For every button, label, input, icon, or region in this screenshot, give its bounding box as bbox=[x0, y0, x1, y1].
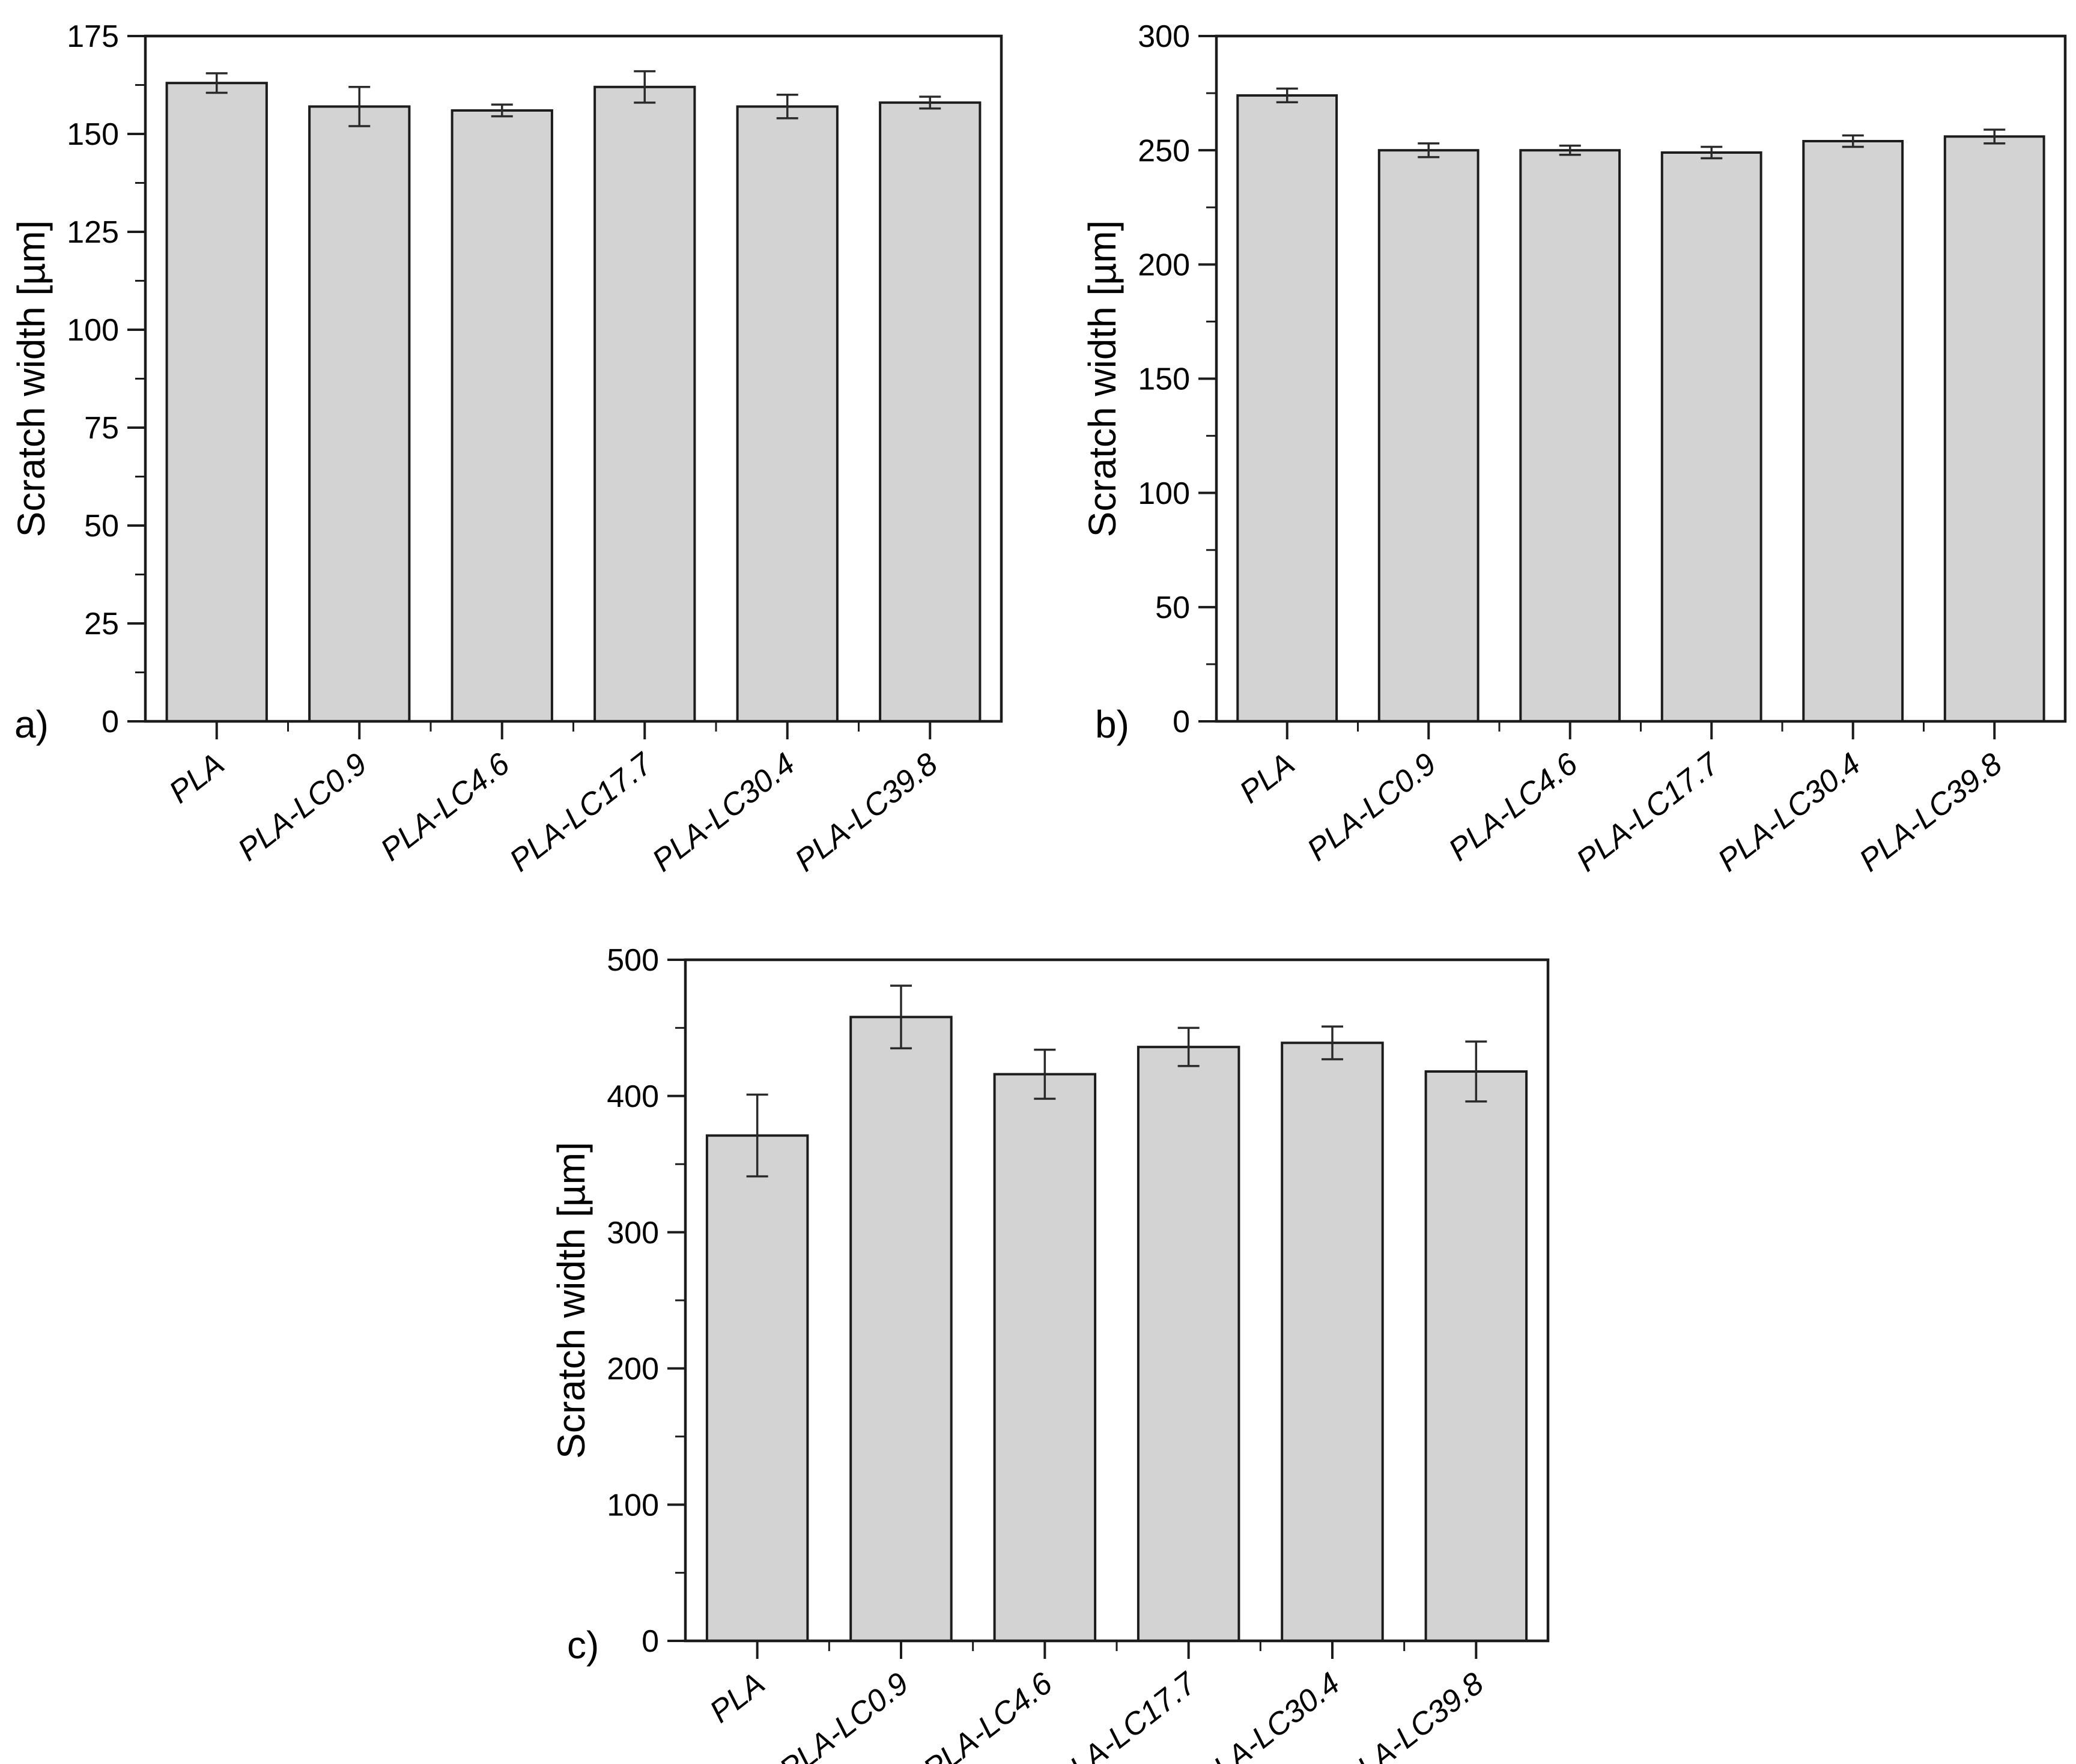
bar-PLA-LC0.9 bbox=[1377, 149, 1480, 723]
x-tick-label: PLA-LC0.9 bbox=[231, 747, 373, 868]
x-tick-label: PLA bbox=[703, 1666, 771, 1730]
y-tick-label: 100 bbox=[1138, 476, 1190, 511]
y-tick-label: 200 bbox=[607, 1352, 659, 1387]
y-tick-label: 150 bbox=[1138, 362, 1190, 397]
axis-frame bbox=[684, 958, 1550, 1643]
y-tick-label: 500 bbox=[607, 943, 659, 978]
chart-panel-a: 0 25 50 75 100 125 150 175 PLA PLA-LC0.9 PLA-LC4.6… bbox=[0, 0, 1038, 883]
error-bar-PLA-LC30.4 bbox=[1842, 134, 1864, 148]
y-axis-label: Scratch width [µm] bbox=[550, 1142, 593, 1459]
error-bar-PLA-LC0.9 bbox=[890, 984, 912, 1050]
bar-PLA-LC17.7 bbox=[1137, 1046, 1240, 1642]
y-tick-label: 50 bbox=[84, 509, 119, 544]
error-bar-PLA-LC39.8 bbox=[1465, 1040, 1487, 1103]
x-tick-label: PLA-LC30.4 bbox=[1711, 747, 1867, 879]
bar-PLA-LC30.4 bbox=[1281, 1041, 1384, 1642]
x-tick-label: PLA bbox=[1233, 747, 1301, 810]
error-bar-PLA-LC30.4 bbox=[1322, 1025, 1343, 1061]
bar-PLA-LC17.7 bbox=[593, 85, 696, 723]
x-tick-label: PLA-LC17.7 bbox=[503, 745, 660, 878]
error-bar-PLA-LC4.6 bbox=[1559, 144, 1581, 156]
error-bar-PLA bbox=[746, 1093, 768, 1178]
y-tick-label: 400 bbox=[607, 1079, 659, 1114]
y-tick-label: 100 bbox=[67, 313, 119, 348]
bar-PLA-LC39.8 bbox=[1424, 1070, 1528, 1642]
y-tick-label: 0 bbox=[1173, 705, 1190, 739]
y-tick-label: 250 bbox=[1138, 133, 1190, 168]
x-tick-label: PLA-LC0.9 bbox=[773, 1666, 915, 1764]
error-bar-PLA-LC4.6 bbox=[491, 103, 513, 118]
y-tick-label: 200 bbox=[1138, 248, 1190, 283]
y-tick-label: 300 bbox=[1138, 19, 1190, 54]
x-tick-label: PLA-LC17.7 bbox=[1570, 745, 1727, 878]
y-tick-label: 50 bbox=[1155, 590, 1190, 625]
x-tick-label: PLA-LC39.8 bbox=[1335, 1666, 1490, 1764]
bar-PLA-LC39.8 bbox=[879, 101, 982, 723]
x-tick-label: PLA-LC39.8 bbox=[789, 747, 944, 879]
error-bar-PLA-LC30.4 bbox=[776, 94, 798, 120]
x-tick-label: PLA-LC4.6 bbox=[374, 747, 516, 868]
axis-frame bbox=[144, 34, 1003, 723]
chart-panel-c: 0 100 200 300 400 500 PLA PLA-LC0.9 PLA-LC4.6 PLA… bbox=[519, 889, 1557, 1764]
bar-chart-a: 0 25 50 75 100 125 150 175 PLA PLA-LC0.9 PLA-LC4.6… bbox=[10, 19, 1003, 879]
x-tick-label: PLA-LC17.7 bbox=[1047, 1665, 1204, 1764]
y-axis-label: Scratch width [µm] bbox=[10, 220, 53, 538]
bar-PLA-LC39.8 bbox=[1943, 135, 2045, 723]
bar-PLA bbox=[1236, 94, 1338, 723]
bar-PLA-LC4.6 bbox=[451, 109, 553, 723]
x-tick-label: PLA-LC4.6 bbox=[1442, 747, 1584, 868]
bar-PLA bbox=[165, 82, 268, 723]
y-tick-label: 300 bbox=[607, 1216, 659, 1250]
error-bar-PLA-LC4.6 bbox=[1034, 1048, 1056, 1100]
x-tick-label: PLA-LC30.4 bbox=[646, 747, 801, 879]
error-bar-PLA-LC39.8 bbox=[919, 95, 941, 110]
x-tick-label: PLA-LC39.8 bbox=[1853, 747, 2009, 879]
error-bar-PLA-LC17.7 bbox=[1701, 145, 1723, 160]
y-tick-label: 25 bbox=[84, 607, 119, 641]
x-tick-label: PLA bbox=[163, 747, 231, 810]
y-tick-label: 175 bbox=[67, 19, 119, 54]
y-tick-label: 150 bbox=[67, 117, 119, 152]
error-bar-PLA-LC17.7 bbox=[634, 70, 656, 104]
bar-PLA-LC0.9 bbox=[849, 1016, 953, 1642]
error-bar-PLA bbox=[205, 72, 228, 94]
y-tick-label: 125 bbox=[67, 215, 119, 250]
panel-label: c) bbox=[567, 1623, 599, 1667]
error-bar-PLA-LC39.8 bbox=[1983, 129, 2006, 145]
x-tick-label: PLA-LC30.4 bbox=[1191, 1666, 1346, 1764]
y-tick-label: 0 bbox=[102, 705, 119, 739]
x-tick-label: PLA-LC0.9 bbox=[1301, 747, 1442, 868]
bar-PLA-LC30.4 bbox=[736, 105, 839, 723]
panel-label: a) bbox=[14, 703, 49, 746]
bar-PLA-LC0.9 bbox=[308, 105, 411, 723]
chart-panel-b: 0 50 100 150 200 250 300 PLA PLA-LC0.9 PLA-LC4.6 P… bbox=[1038, 0, 2076, 883]
x-tick-label: PLA-LC4.6 bbox=[917, 1666, 1059, 1764]
bar-PLA-LC4.6 bbox=[1519, 149, 1621, 723]
panel-label: b) bbox=[1095, 703, 1129, 746]
bar-PLA bbox=[705, 1134, 809, 1643]
bar-PLA-LC4.6 bbox=[993, 1073, 1097, 1642]
y-axis-label: Scratch width [µm] bbox=[1081, 220, 1124, 538]
y-tick-label: 0 bbox=[642, 1624, 659, 1659]
y-tick-label: 100 bbox=[607, 1488, 659, 1523]
bar-PLA-LC30.4 bbox=[1802, 140, 1904, 723]
error-bar-PLA-LC0.9 bbox=[348, 86, 371, 127]
error-bar-PLA bbox=[1276, 87, 1298, 104]
axis-frame bbox=[1215, 34, 2067, 723]
bar-PLA-LC17.7 bbox=[1660, 151, 1762, 723]
error-bar-PLA-LC0.9 bbox=[1418, 142, 1440, 159]
error-bar-PLA-LC17.7 bbox=[1177, 1026, 1200, 1067]
y-tick-label: 75 bbox=[84, 411, 119, 446]
